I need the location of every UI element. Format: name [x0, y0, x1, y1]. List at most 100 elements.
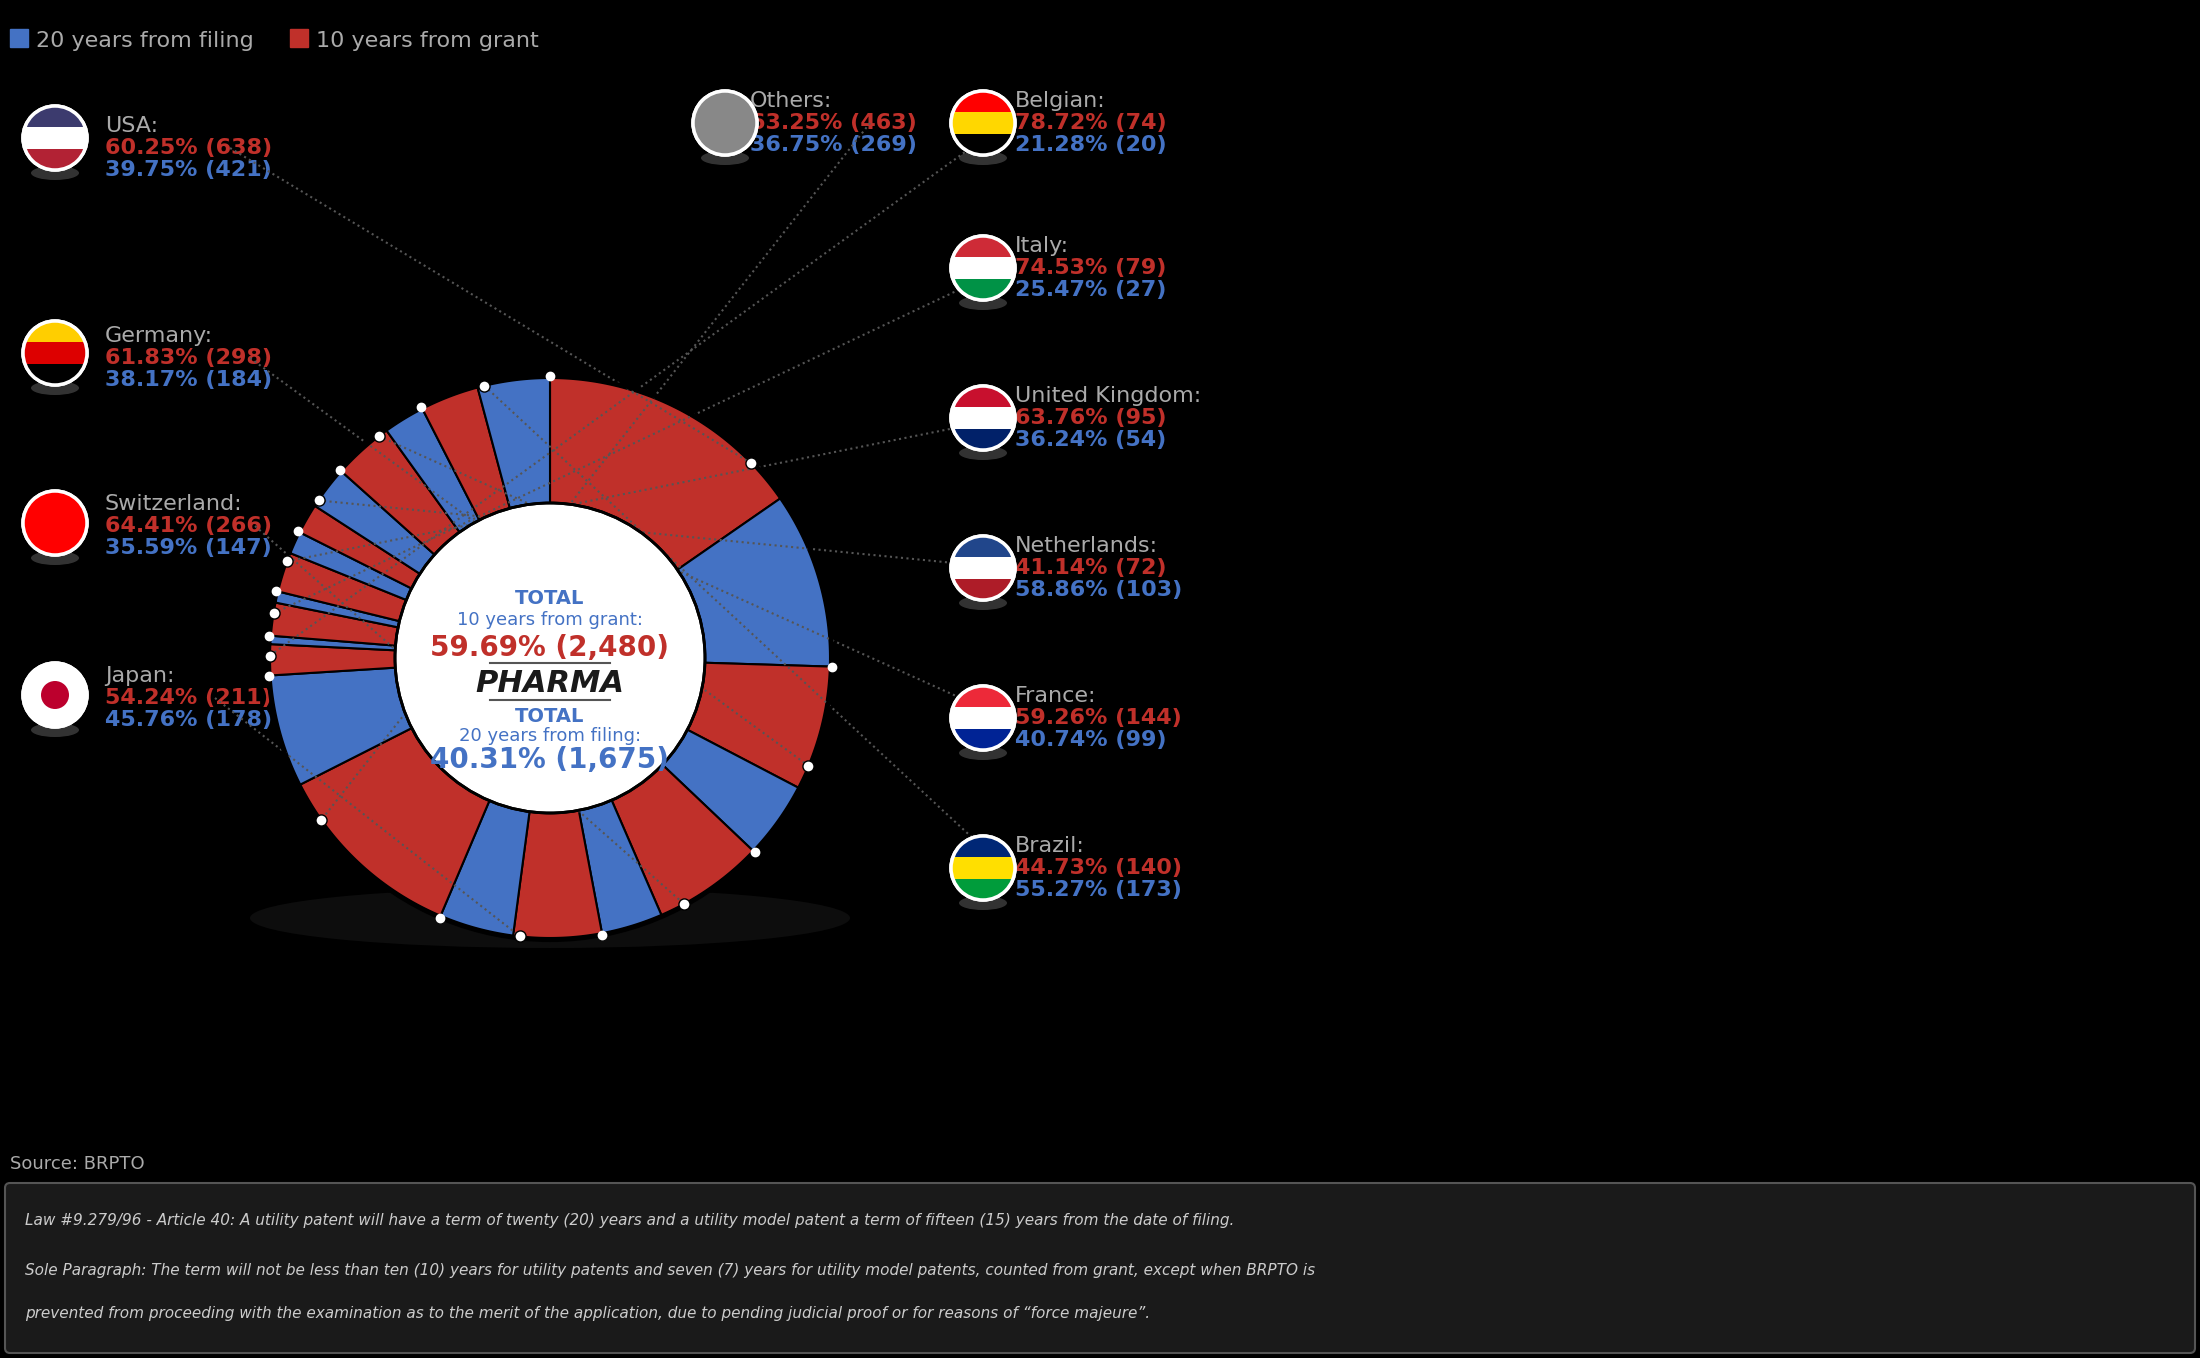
Bar [950, 729, 1014, 750]
Bar [22, 106, 88, 128]
Text: 36.24% (54): 36.24% (54) [1014, 430, 1166, 449]
Text: TOTAL: TOTAL [515, 588, 585, 607]
Bar [950, 536, 1014, 557]
Text: 25.47% (27): 25.47% (27) [1014, 280, 1166, 300]
Text: Brazil:: Brazil: [1014, 837, 1085, 856]
Polygon shape [271, 668, 411, 785]
Text: 54.24% (211): 54.24% (211) [106, 689, 273, 708]
Bar [22, 342, 88, 364]
Text: 10 years from grant:: 10 years from grant: [458, 611, 642, 629]
Text: 64.41% (266): 64.41% (266) [106, 516, 273, 536]
Circle shape [950, 386, 1014, 449]
Bar [950, 257, 1014, 278]
Bar [950, 133, 1014, 155]
Text: 60.25% (638): 60.25% (638) [106, 139, 273, 158]
Text: France:: France: [1014, 686, 1096, 706]
Polygon shape [271, 644, 396, 675]
Circle shape [693, 91, 757, 155]
Circle shape [950, 236, 1014, 300]
FancyBboxPatch shape [11, 29, 29, 48]
Circle shape [22, 663, 88, 727]
Polygon shape [422, 387, 510, 520]
Ellipse shape [959, 746, 1008, 760]
Polygon shape [612, 765, 752, 915]
Polygon shape [271, 636, 396, 650]
Bar [950, 407, 1014, 429]
Text: 40.31% (1,675): 40.31% (1,675) [431, 746, 669, 774]
Text: 59.26% (144): 59.26% (144) [1014, 708, 1181, 728]
Text: 39.75% (421): 39.75% (421) [106, 160, 273, 181]
Polygon shape [440, 801, 530, 936]
Text: Italy:: Italy: [1014, 236, 1069, 257]
Text: Germany:: Germany: [106, 326, 213, 346]
Ellipse shape [959, 596, 1008, 610]
Text: Switzerland:: Switzerland: [106, 494, 242, 513]
Polygon shape [290, 532, 411, 600]
Ellipse shape [31, 382, 79, 395]
Text: PHARMA: PHARMA [475, 668, 625, 698]
Polygon shape [277, 553, 407, 621]
Polygon shape [271, 603, 398, 645]
Text: Japan:: Japan: [106, 665, 174, 686]
Bar [950, 837, 1014, 857]
Polygon shape [299, 728, 488, 915]
Text: 45.76% (178): 45.76% (178) [106, 710, 273, 731]
Polygon shape [387, 409, 480, 532]
Text: 41.14% (72): 41.14% (72) [1014, 558, 1166, 579]
Bar [950, 429, 1014, 449]
Ellipse shape [31, 551, 79, 565]
Bar [950, 91, 1014, 113]
Circle shape [693, 91, 757, 155]
Text: 78.72% (74): 78.72% (74) [1014, 113, 1166, 133]
Polygon shape [662, 729, 799, 851]
Text: TOTAL: TOTAL [515, 706, 585, 725]
Text: Others:: Others: [750, 91, 832, 111]
Bar [950, 236, 1014, 257]
Ellipse shape [31, 166, 79, 181]
Bar [22, 128, 88, 148]
Text: 35.59% (147): 35.59% (147) [106, 538, 273, 558]
Text: Sole Paragraph: The term will not be less than ten (10) years for utility patent: Sole Paragraph: The term will not be les… [24, 1263, 1316, 1278]
Polygon shape [513, 811, 603, 938]
Ellipse shape [959, 296, 1008, 310]
Text: prevented from proceeding with the examination as to the merit of the applicatio: prevented from proceeding with the exami… [24, 1306, 1151, 1321]
Text: 61.83% (298): 61.83% (298) [106, 348, 273, 368]
Text: 36.75% (269): 36.75% (269) [750, 134, 917, 155]
Text: Netherlands:: Netherlands: [1014, 536, 1157, 555]
Text: Belgian:: Belgian: [1014, 91, 1107, 111]
Polygon shape [550, 378, 781, 570]
Text: 63.76% (95): 63.76% (95) [1014, 407, 1166, 428]
Text: 63.25% (463): 63.25% (463) [750, 113, 917, 133]
Text: 55.27% (173): 55.27% (173) [1014, 880, 1181, 900]
Polygon shape [299, 507, 420, 588]
FancyBboxPatch shape [290, 29, 308, 48]
Polygon shape [579, 800, 662, 933]
Bar [950, 386, 1014, 407]
Text: 59.69% (2,480): 59.69% (2,480) [431, 634, 669, 661]
Text: 10 years from grant: 10 years from grant [317, 31, 539, 52]
Ellipse shape [959, 151, 1008, 166]
Ellipse shape [251, 888, 849, 948]
Bar [950, 708, 1014, 729]
Bar [22, 148, 88, 170]
Circle shape [22, 492, 88, 555]
Circle shape [950, 686, 1014, 750]
Text: 38.17% (184): 38.17% (184) [106, 369, 273, 390]
Ellipse shape [959, 445, 1008, 460]
Bar [950, 557, 1014, 579]
Text: Source: BRPTO: Source: BRPTO [11, 1156, 145, 1173]
Polygon shape [341, 430, 460, 554]
Bar [950, 113, 1014, 133]
Polygon shape [275, 592, 400, 627]
Text: 44.73% (140): 44.73% (140) [1014, 858, 1181, 879]
Bar [22, 320, 88, 342]
Circle shape [950, 91, 1014, 155]
Text: 74.53% (79): 74.53% (79) [1014, 258, 1166, 278]
FancyBboxPatch shape [4, 1183, 2196, 1353]
Polygon shape [477, 378, 550, 508]
Circle shape [42, 680, 68, 709]
Bar [950, 879, 1014, 900]
Circle shape [396, 502, 704, 813]
Text: 58.86% (103): 58.86% (103) [1014, 580, 1181, 600]
Bar [22, 364, 88, 386]
